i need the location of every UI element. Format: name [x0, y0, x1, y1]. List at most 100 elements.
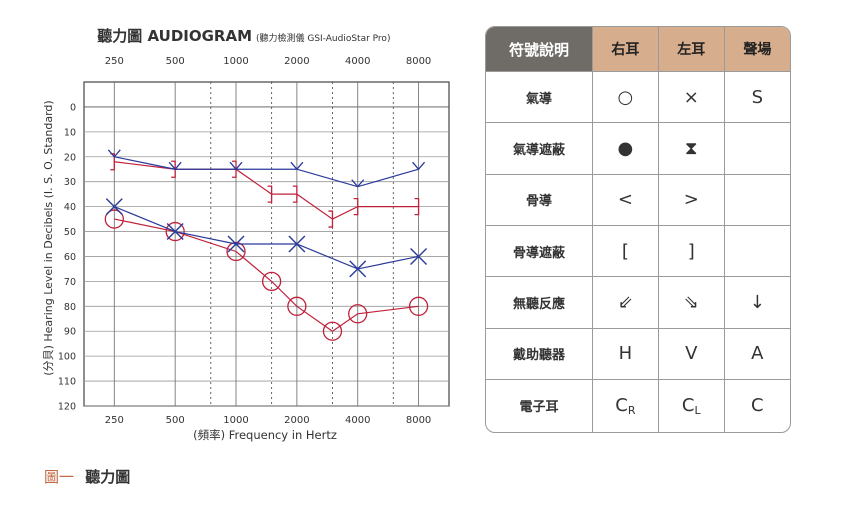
x-tick-label: 250 — [105, 415, 124, 426]
legend-row-label: 骨導 — [486, 174, 593, 226]
data-point — [288, 235, 306, 253]
legend-row-label: 電子耳 — [486, 379, 593, 432]
x-tick-label: 250 — [105, 56, 124, 67]
legend-row: 電子耳 CR CL C — [486, 379, 790, 432]
legend-symbol-left: ⧗ — [658, 122, 725, 175]
legend-header-left-ear: 左耳 — [658, 27, 725, 72]
legend-header-symbol: 符號說明 — [486, 27, 593, 72]
y-tick-label: 90 — [64, 327, 76, 338]
legend-row-label: 無聽反應 — [486, 276, 593, 329]
x-tick-label: 500 — [166, 56, 185, 67]
legend-header-right-ear: 右耳 — [592, 27, 659, 72]
legend-symbol-right: ⇙ — [592, 276, 659, 329]
legend-symbol-field — [724, 122, 790, 175]
data-point — [348, 304, 368, 324]
y-axis-label: (分貝) Hearing Level in Decibels (I. S. O.… — [42, 100, 55, 375]
figure-title: 聽力圖 — [85, 468, 131, 486]
legend-symbol-left: ] — [658, 225, 725, 278]
x-tick-labels-top: 250 500 1000 2000 4000 8000 — [105, 56, 432, 67]
legend-symbol-left-sub: L — [694, 403, 701, 417]
data-point — [414, 197, 420, 216]
data-point — [287, 296, 307, 316]
data-point — [107, 149, 121, 158]
legend-symbol-left: V — [658, 328, 725, 380]
x-tick-label: 2000 — [284, 56, 309, 67]
y-tick-label: 70 — [64, 277, 76, 288]
x-tick-label: 4000 — [345, 415, 370, 426]
data-point — [290, 161, 304, 171]
legend-row: 無聽反應 ⇙ ⇘ ↓ — [486, 276, 790, 329]
data-point — [261, 271, 282, 292]
legend-row-label: 戴助聽器 — [486, 328, 593, 380]
legend-row: 戴助聽器 H V A — [486, 328, 790, 380]
data-point — [349, 260, 367, 278]
series-line — [114, 161, 419, 220]
legend-symbol-right: < — [592, 174, 659, 226]
legend-row-label: 氣導遮蔽 — [486, 122, 593, 175]
data-point — [410, 247, 428, 265]
legend-row: 骨導遮蔽 [ ] — [486, 225, 790, 278]
x-tick-label: 1000 — [223, 415, 248, 426]
legend-symbol-field: A — [724, 328, 790, 380]
y-tick-label: 10 — [64, 127, 76, 138]
y-tick-labels: 0 10 20 30 40 50 60 70 80 90 100 110 120 — [58, 102, 76, 412]
y-tick-label: 110 — [58, 377, 76, 388]
y-tick-label: 80 — [64, 302, 76, 313]
x-tick-label: 8000 — [406, 56, 431, 67]
legend-symbol-right: ○ — [592, 71, 659, 124]
series-line — [114, 206, 419, 270]
data-point — [292, 185, 298, 203]
figure-number: 圖一 — [44, 468, 75, 486]
series — [105, 198, 428, 278]
legend-symbol-left-main: C — [681, 394, 695, 416]
y-tick-label: 50 — [64, 227, 76, 238]
y-tick-label: 30 — [64, 177, 76, 188]
legend-symbol-right: CR — [592, 379, 659, 432]
data-point — [408, 296, 429, 316]
legend-symbol-field: S — [724, 71, 790, 124]
legend-symbol-left: > — [658, 174, 725, 226]
legend-symbol-right-main: C — [615, 394, 628, 416]
data-point — [229, 161, 243, 171]
legend-symbol-left: ⇘ — [658, 276, 725, 329]
data-point — [165, 221, 185, 242]
data-point — [104, 209, 124, 229]
x-tick-labels-bottom: 250 500 1000 2000 4000 8000 — [105, 415, 432, 426]
chart-subtitle: (聽力檢測儀 GSI-AudioStar Pro) — [256, 32, 390, 44]
data-point — [353, 197, 359, 216]
data-point — [168, 161, 182, 171]
legend-symbol-field: ↓ — [724, 276, 790, 329]
y-tick-label: 40 — [64, 202, 76, 213]
data-point — [412, 161, 426, 171]
legend-header-sound-field: 聲場 — [724, 27, 790, 72]
legend-symbol-field — [724, 225, 790, 278]
symbol-legend-table: 符號說明 右耳 左耳 聲場 氣導 ○ × S 氣導遮蔽 ● ⧗ 骨導 < — [485, 26, 791, 433]
legend-row-label: 骨導遮蔽 — [486, 225, 593, 278]
legend-symbol-left: CL — [658, 379, 725, 432]
y-tick-label: 100 — [58, 352, 76, 363]
series-line — [114, 218, 419, 332]
legend-symbol-right: ● — [592, 122, 659, 175]
x-tick-label: 8000 — [406, 415, 431, 426]
y-tick-label: 0 — [70, 102, 76, 113]
data-point — [328, 210, 334, 228]
x-tick-label: 500 — [166, 415, 185, 426]
plot-grid — [83, 81, 450, 407]
legend-row: 骨導 < > — [486, 174, 790, 226]
legend-symbol-right: H — [592, 328, 659, 380]
data-point — [226, 241, 246, 262]
data-point — [166, 223, 184, 241]
data-point — [322, 321, 343, 341]
y-tick-label: 120 — [58, 402, 76, 413]
x-tick-label: 2000 — [284, 415, 309, 426]
x-tick-label: 1000 — [223, 56, 248, 67]
data-point — [351, 179, 365, 188]
legend-row-label: 氣導 — [486, 71, 593, 124]
legend-row: 氣導 ○ × S — [486, 71, 790, 124]
series-line — [114, 156, 419, 188]
y-tick-label: 60 — [64, 252, 76, 263]
legend-symbol-right: [ — [592, 225, 659, 278]
legend-symbol-right-sub: R — [627, 403, 636, 417]
legend-symbol-field — [724, 174, 790, 226]
y-tick-label: 20 — [64, 152, 76, 163]
